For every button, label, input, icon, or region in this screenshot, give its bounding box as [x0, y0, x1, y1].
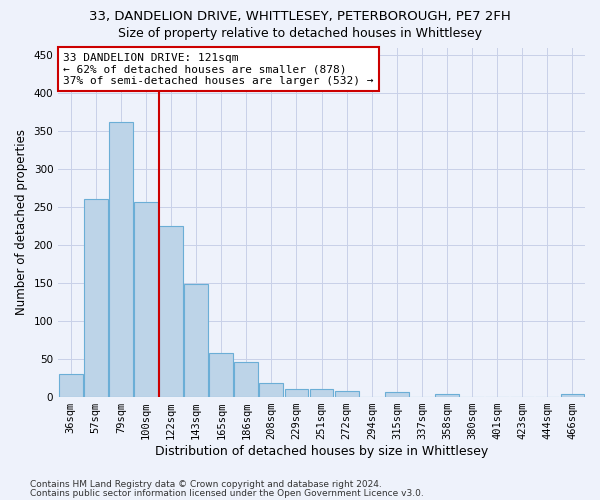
Bar	[184, 284, 208, 397]
Text: Contains public sector information licensed under the Open Government Licence v3: Contains public sector information licen…	[30, 488, 424, 498]
Bar	[385, 392, 409, 396]
Bar	[84, 200, 108, 396]
Text: 33, DANDELION DRIVE, WHITTLESEY, PETERBOROUGH, PE7 2FH: 33, DANDELION DRIVE, WHITTLESEY, PETERBO…	[89, 10, 511, 23]
Bar	[284, 389, 308, 396]
Bar	[235, 362, 258, 396]
Text: 33 DANDELION DRIVE: 121sqm
← 62% of detached houses are smaller (878)
37% of sem: 33 DANDELION DRIVE: 121sqm ← 62% of deta…	[64, 52, 374, 86]
Text: Size of property relative to detached houses in Whittlesey: Size of property relative to detached ho…	[118, 28, 482, 40]
Bar	[310, 389, 334, 396]
Bar	[560, 394, 584, 396]
Bar	[59, 374, 83, 396]
Bar	[134, 202, 158, 396]
Bar	[259, 383, 283, 396]
Bar	[209, 354, 233, 397]
Bar	[159, 226, 183, 396]
Bar	[435, 394, 459, 396]
Bar	[335, 390, 359, 396]
X-axis label: Distribution of detached houses by size in Whittlesey: Distribution of detached houses by size …	[155, 444, 488, 458]
Bar	[109, 122, 133, 396]
Y-axis label: Number of detached properties: Number of detached properties	[15, 129, 28, 315]
Text: Contains HM Land Registry data © Crown copyright and database right 2024.: Contains HM Land Registry data © Crown c…	[30, 480, 382, 489]
